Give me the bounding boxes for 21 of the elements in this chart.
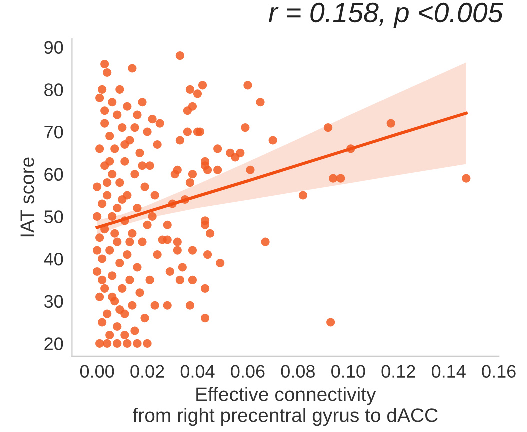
x-tick-label: 0.02 [130,365,164,378]
y-tick-label: 90 [44,41,64,54]
x-tick-label: 0.10 [332,365,366,378]
y-tick-label: 30 [44,295,64,308]
y-tick-label: 50 [44,210,64,224]
y-tick-label: 60 [44,168,64,182]
line-series [96,112,468,230]
x-tick-label: 0.16 [482,365,516,378]
x-tick-label: 0.12 [382,365,416,378]
x-tick-label: 0.04 [180,365,215,378]
chart-title: r = 0.158, p <0.005 [269,2,504,28]
y-axis-title: IAT score [20,158,34,237]
x-tick-label: 0.14 [432,365,466,378]
x-axis-title: Effective connectivity from right precentral gyrus to dACC [133,387,438,426]
x-tick-label: 0.06 [231,365,265,378]
x-tick-label: 0.08 [281,365,315,378]
x-tick-label: 0.00 [80,365,114,378]
y-tick-label: 70 [44,126,64,139]
y-tick-label: 80 [44,84,64,96]
y-tick-label: 20 [44,338,64,350]
y-tick-label: 40 [44,252,64,266]
